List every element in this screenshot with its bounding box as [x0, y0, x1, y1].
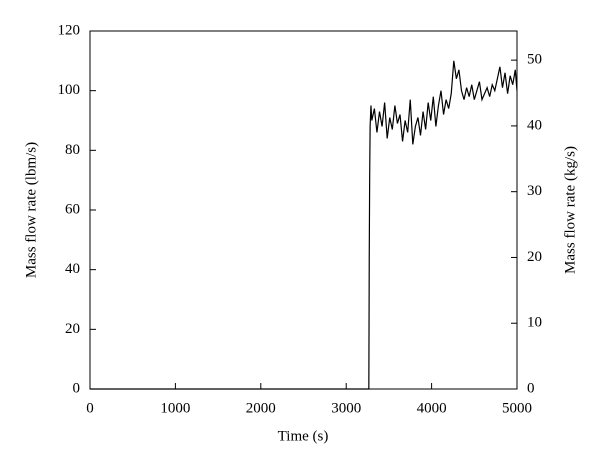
y-tick-label: 120	[58, 22, 81, 38]
y-tick-label: 80	[65, 142, 80, 158]
y-tick-label: 100	[58, 82, 81, 98]
y2-axis-label: Mass flow rate (kg/s)	[562, 146, 578, 274]
y2-tick-label: 50	[527, 52, 542, 68]
y-tick-label: 20	[65, 321, 80, 337]
x-tick-label: 1000	[160, 400, 190, 416]
x-tick-label: 5000	[502, 400, 532, 416]
y-tick-label: 60	[65, 201, 80, 217]
y2-tick-label: 40	[527, 117, 542, 133]
data-line	[90, 60, 518, 390]
y2-tick-label: 30	[527, 183, 542, 199]
plot-frame	[89, 30, 518, 390]
y2-tick-label: 20	[527, 249, 542, 265]
y-tick-label: 0	[73, 380, 81, 396]
x-tick-label: 2000	[246, 400, 276, 416]
y-tick-label: 40	[65, 261, 80, 277]
y-axis-label: Mass flow rate (lbm/s)	[23, 142, 39, 278]
x-tick-label: 4000	[417, 400, 447, 416]
x-tick-label: 3000	[331, 400, 361, 416]
x-axis-label: Time (s)	[278, 428, 329, 444]
x-tick-label: 0	[86, 400, 94, 416]
y2-tick-label: 0	[527, 380, 535, 396]
y2-tick-label: 10	[527, 315, 542, 331]
